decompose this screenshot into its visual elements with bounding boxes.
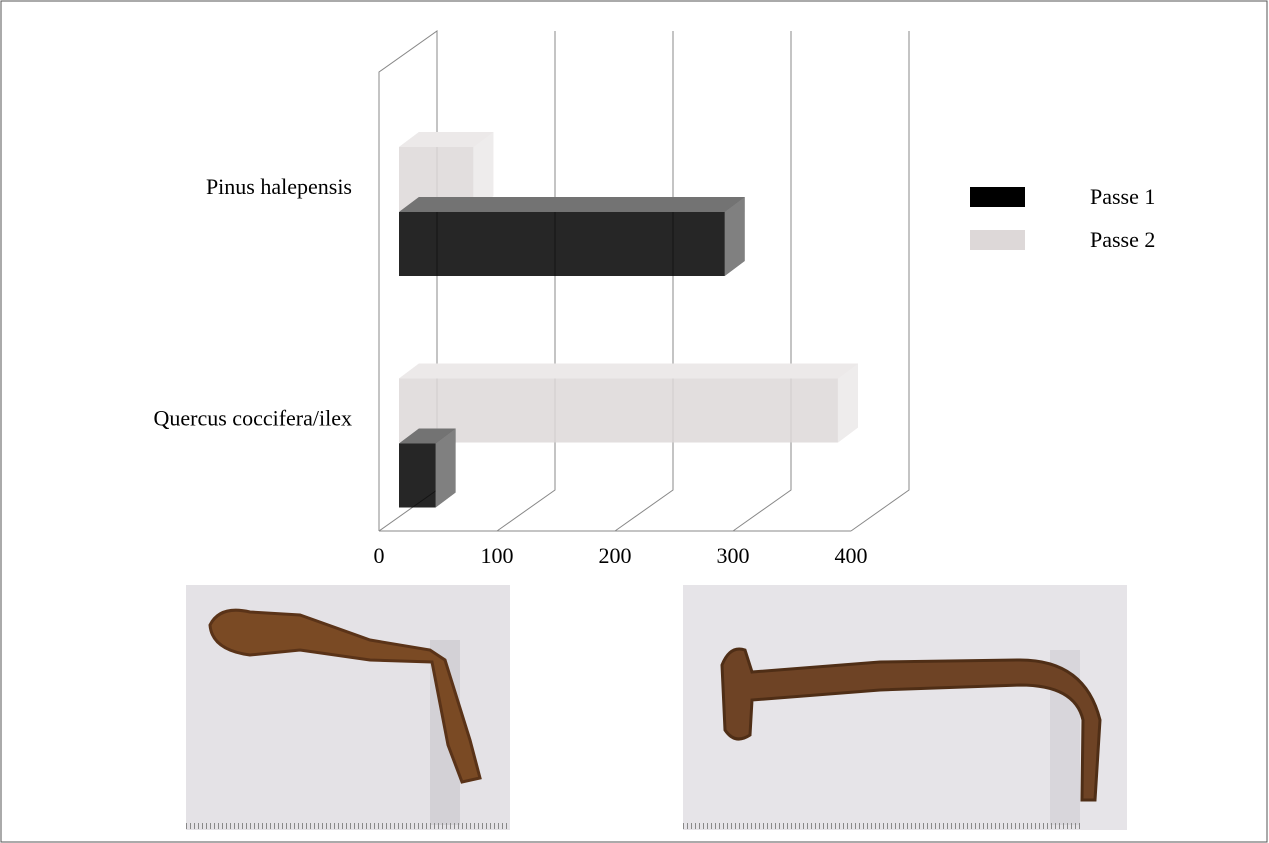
bar-top-shade	[399, 197, 745, 212]
photo	[186, 585, 510, 830]
bar-top	[399, 132, 494, 147]
grid-line	[850, 31, 910, 532]
bar	[399, 363, 858, 443]
grid-line	[496, 31, 556, 532]
legend-label: Passe 1	[1090, 184, 1155, 209]
bar-side-shade	[435, 428, 456, 508]
bar-top	[399, 428, 456, 444]
bar-top-shade	[399, 363, 858, 379]
bar	[399, 428, 456, 508]
bar-face	[399, 443, 436, 508]
plot-area: 0 100 200 300 400 Pinus halepensis Quercus coc…	[154, 30, 1155, 568]
bar-side-shade	[837, 363, 858, 443]
x-tick-label: 400	[835, 543, 868, 568]
y-tick-label: Quercus coccifera/ilex	[154, 406, 353, 431]
grid-line	[614, 31, 674, 532]
bar	[399, 197, 745, 276]
y-tick-label: Pinus halepensis	[206, 174, 352, 199]
x-tick-label: 200	[599, 543, 632, 568]
bar-face	[399, 378, 838, 443]
bar-top-shade	[399, 132, 494, 147]
bar-side-shade	[473, 132, 494, 211]
bar-face	[399, 212, 725, 276]
bar-side-shade	[724, 197, 745, 276]
bar	[399, 132, 494, 211]
x-tick-label: 100	[481, 543, 514, 568]
grid-line	[732, 31, 792, 532]
legend-swatch	[970, 230, 1025, 250]
bar-top-shade	[399, 428, 456, 444]
bar-top	[399, 197, 745, 212]
photo	[683, 585, 1127, 830]
legend-swatch	[970, 187, 1025, 207]
x-tick-label: 300	[717, 543, 750, 568]
legend-label: Passe 2	[1090, 227, 1155, 252]
x-tick-label: 0	[374, 543, 385, 568]
bar-top	[399, 363, 858, 379]
